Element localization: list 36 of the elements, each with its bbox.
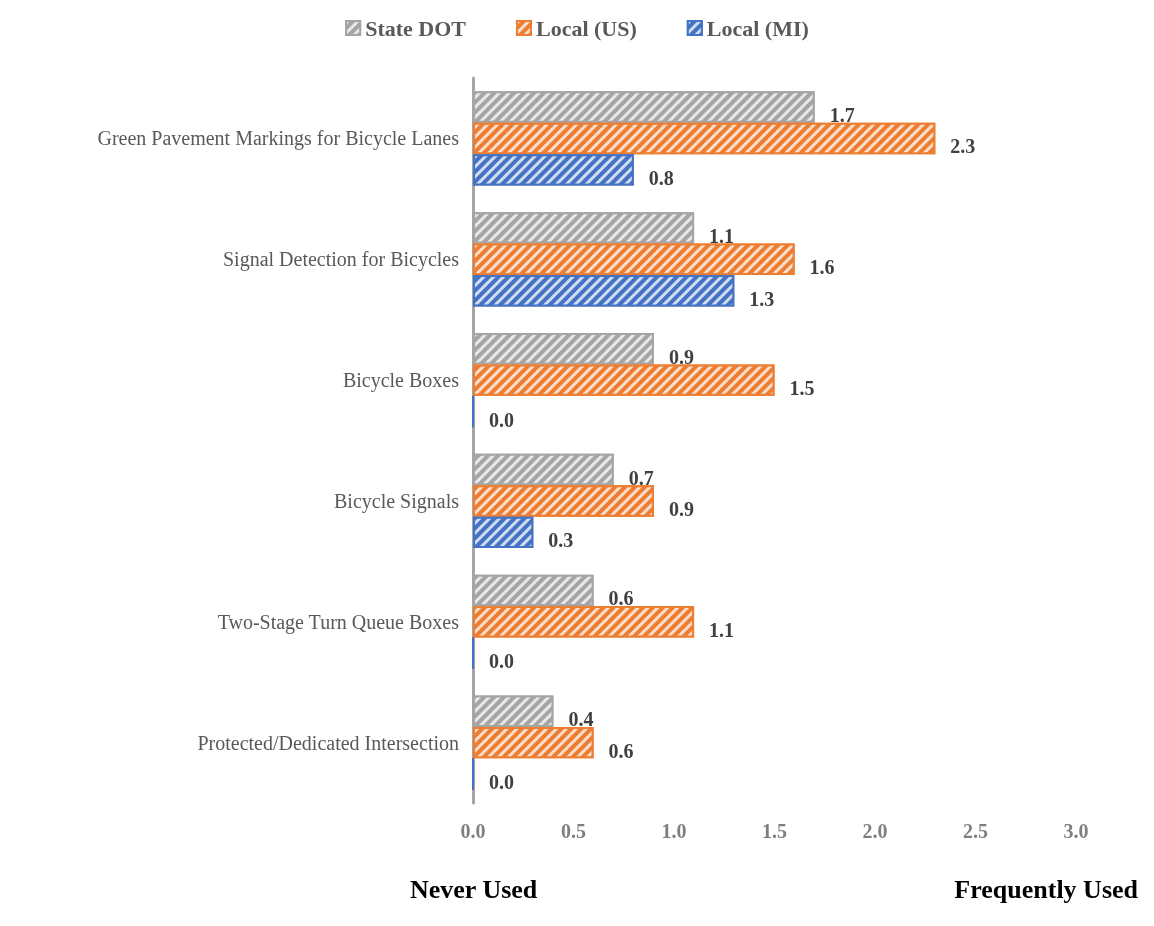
data-label: 0.9 — [668, 345, 694, 368]
x-tick-label: 3.0 — [1063, 820, 1089, 842]
data-label: 0.0 — [489, 408, 514, 431]
text: Frequently Used — [954, 874, 1139, 904]
data-label: 1.5 — [789, 377, 815, 400]
data-label: 0.0 — [489, 771, 514, 793]
x-tick-label: 2.5 — [963, 820, 988, 842]
data-label: 1.1 — [709, 618, 735, 641]
data-label: 0.4 — [568, 708, 594, 731]
y-tick-label: Two-Stage Turn Queue Boxes — [217, 610, 460, 634]
data-label: 0.7 — [628, 466, 654, 489]
legend-label: State DOT — [365, 15, 467, 41]
x-tick-label: 0.5 — [561, 820, 586, 842]
y-tick-label: Signal Detection for Bicycles — [222, 248, 460, 272]
data-label: 0.8 — [648, 166, 674, 189]
x-tick-label: 1.0 — [661, 820, 687, 842]
legend-label: Local (MI) — [706, 15, 809, 41]
x-tick-label: 2.0 — [862, 820, 888, 842]
data-label: 0.3 — [548, 529, 574, 552]
data-label: 1.3 — [749, 287, 775, 310]
y-tick-label: Green Pavement Markings for Bicycle Lanes — [97, 127, 460, 151]
y-tick-label: Bicycle Signals — [334, 489, 460, 513]
data-label: 0.0 — [489, 650, 514, 673]
data-label: 2.3 — [950, 135, 976, 158]
x-tick-label: 0.0 — [460, 820, 486, 842]
data-label: 0.6 — [608, 739, 634, 762]
x-tick-label: 1.5 — [762, 820, 787, 842]
data-label: 1.6 — [809, 256, 835, 279]
legend-label: Local (US) — [535, 15, 637, 41]
y-tick-label: Protected/Dedicated Intersection — [197, 731, 459, 754]
data-label: 1.7 — [829, 104, 855, 126]
data-label: 0.6 — [608, 587, 634, 610]
data-label: 0.9 — [668, 497, 694, 520]
y-tick-label: Bicycle Boxes — [342, 369, 460, 393]
text: Never Used — [410, 874, 538, 904]
data-label: 1.1 — [709, 224, 735, 247]
